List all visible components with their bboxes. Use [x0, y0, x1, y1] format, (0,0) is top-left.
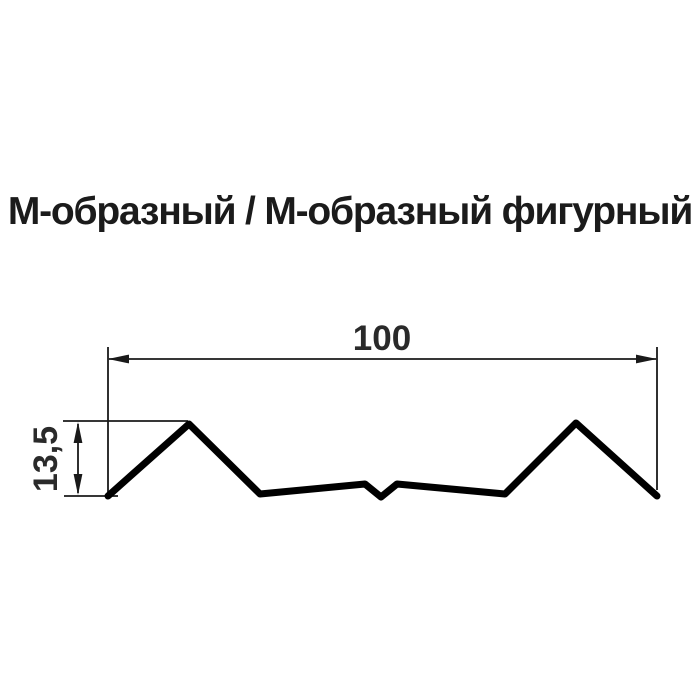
width-dimension-arrow-left-icon	[108, 354, 129, 364]
width-dimension: 100	[107, 319, 658, 492]
height-dimension-label: 13,5	[27, 426, 65, 492]
height-dimension-arrow-top-icon	[73, 422, 83, 443]
width-dimension-extension-lines	[107, 347, 658, 492]
page-title: М-образный / М-образный фигурный	[7, 190, 694, 233]
height-dimension: 13,5	[27, 420, 188, 497]
profile-outline	[104, 419, 661, 501]
width-dimension-label: 100	[353, 319, 411, 358]
height-dimension-arrow-bottom-icon	[73, 474, 83, 495]
width-dimension-arrow-right-icon	[636, 354, 657, 364]
